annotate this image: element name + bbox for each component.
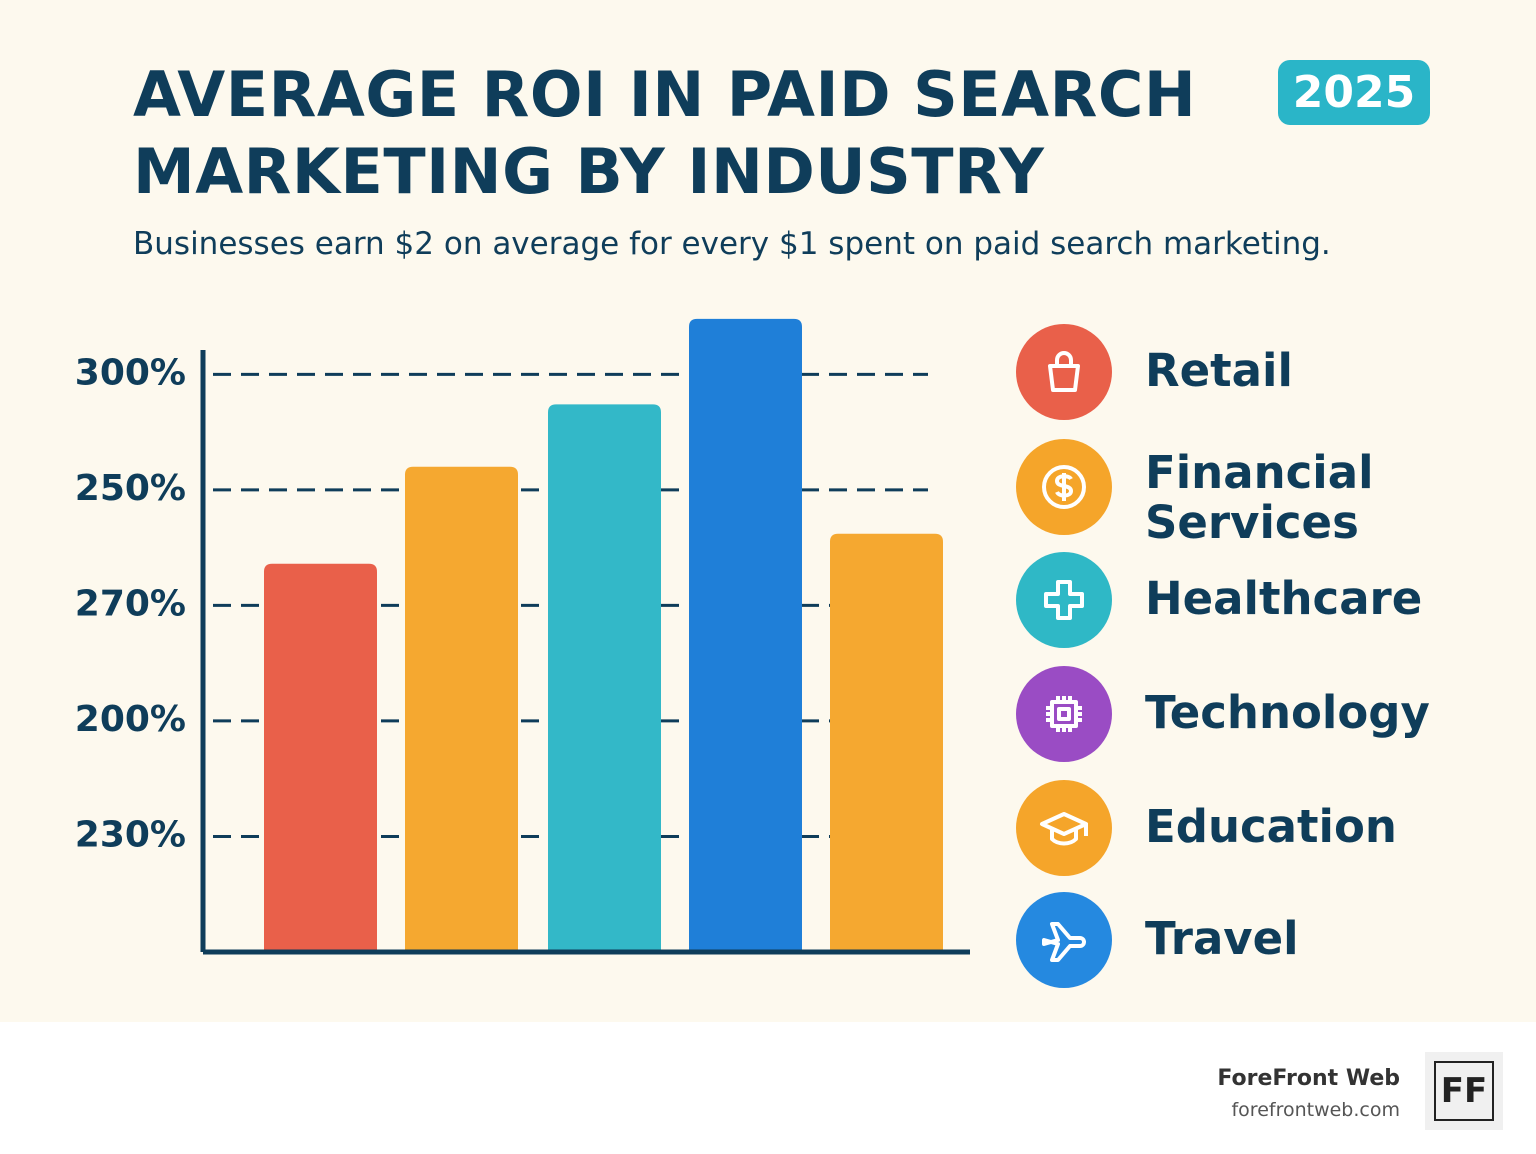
- legend-swatch: [1016, 666, 1112, 762]
- y-tick-label: 300%: [75, 352, 186, 393]
- bar: [830, 533, 943, 952]
- year-badge: 2025: [1278, 60, 1430, 125]
- logo-text: FF: [1434, 1061, 1494, 1121]
- y-tick-label: 200%: [75, 699, 186, 740]
- brand-name: ForeFront Web: [1217, 1066, 1400, 1091]
- legend-label: Retail: [1145, 344, 1293, 397]
- legend-swatch: [1016, 892, 1112, 988]
- legend-icon: [1042, 465, 1086, 509]
- y-tick-label: 270%: [75, 583, 186, 624]
- legend-swatch: [1016, 552, 1112, 648]
- legend-icon: [1046, 696, 1082, 732]
- chart: 300% 250% 270% 200% 230%: [75, 318, 1112, 988]
- legend-icon: [1048, 351, 1080, 392]
- legend-swatch: [1016, 780, 1112, 876]
- legend-swatch: [1016, 324, 1112, 420]
- title-line: MARKETING BY INDUSTRY: [133, 135, 1045, 208]
- brand-url: forefrontweb.com: [1231, 1099, 1400, 1121]
- bar: [548, 404, 661, 952]
- legend-label: Travel: [1145, 912, 1299, 965]
- legend-icon: [1040, 812, 1088, 846]
- legend-label: Financial Services: [1145, 446, 1374, 549]
- legend-label: Healthcare: [1145, 572, 1423, 625]
- legend-label: Technology: [1145, 686, 1430, 739]
- y-tick-label: 250%: [75, 468, 186, 509]
- logo: FF: [1425, 1052, 1503, 1130]
- legend-icon: [1042, 922, 1086, 962]
- legend-label: Education: [1145, 800, 1397, 853]
- legend-icon: [1044, 580, 1084, 620]
- subtitle: Businesses earn $2 on average for every …: [133, 226, 1331, 262]
- title-line: AVERAGE ROI IN PAID SEARCH: [133, 58, 1197, 131]
- bar: [264, 563, 377, 952]
- bar: [405, 466, 518, 952]
- bar: [689, 318, 802, 953]
- y-tick-label: 230%: [75, 814, 186, 855]
